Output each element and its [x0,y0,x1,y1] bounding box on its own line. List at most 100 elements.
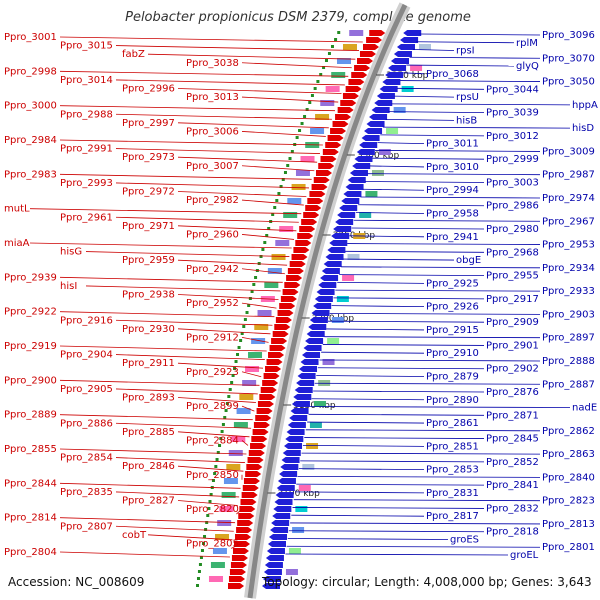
reverse-gene [277,478,296,484]
right-gene-label: Ppro_3039 [486,108,539,119]
label-leader [177,122,329,129]
right-gene-label: Ppro_3011 [426,139,479,150]
forward-gene [265,366,282,372]
left-gene-label: Ppro_2885 [122,427,175,438]
left-gene-label: Ppro_2846 [122,461,175,472]
left-gene-label: Ppro_2938 [122,290,175,301]
label-leader [241,165,315,172]
gc-dot [209,493,213,496]
right-gene-label: hppA [572,100,598,111]
forward-gene [256,408,273,414]
right-gene-label: rpsI [456,46,475,57]
left-gene-label: Ppro_2961 [60,212,113,223]
gene-category-block [292,527,305,533]
reverse-gene [400,37,419,43]
left-gene-label: Ppro_2855 [4,444,57,455]
right-gene-label: Ppro_2934 [542,263,595,274]
left-gene-label: Ppro_2996 [122,84,175,95]
gene-category-block [313,401,326,407]
label-leader [241,62,352,69]
gc-dot [198,563,202,566]
forward-gene [239,506,256,512]
left-gene-label: Ppro_2854 [60,453,113,464]
label-leader [85,251,290,257]
gene-category-block [331,72,346,78]
label-leader [288,530,485,533]
reverse-gene [269,534,288,540]
gc-dot [288,157,292,160]
label-leader [59,173,312,180]
gc-dot [290,150,294,153]
reverse-gene [359,142,378,148]
left-gene-label: Ppro_2991 [60,144,113,155]
label-leader [329,313,541,315]
forward-gene [232,548,249,554]
label-leader [59,414,253,421]
gene-category-block [267,268,282,274]
label-leader [300,460,485,463]
gene-category-block [295,170,310,176]
gc-dot [239,339,243,342]
right-gene-label: groES [450,534,479,545]
gene-features [196,30,431,589]
label-leader [241,234,295,240]
reverse-gene [282,450,301,456]
gc-dot [286,164,290,167]
forward-gene [253,422,270,428]
gene-category-block [208,576,223,582]
forward-gene [229,569,246,575]
reverse-gene [314,296,333,302]
left-gene-label: miaA [4,238,30,249]
gc-dot [310,94,314,97]
right-gene-label: Ppro_2879 [426,371,479,382]
label-leader [403,72,425,75]
forward-gene [359,51,376,57]
gc-dot [313,87,317,90]
right-gene-label: Ppro_2909 [486,317,539,328]
gene-category-block [291,184,306,190]
label-leader [302,444,425,447]
label-leader [305,429,541,432]
reverse-gene [335,219,354,225]
label-leader [241,131,326,137]
label-leader [412,49,455,51]
gene-category-block [336,296,349,302]
gene-category-block [217,520,232,526]
reverse-gene [262,583,281,589]
gc-dot [275,199,279,202]
label-leader [316,375,425,377]
gene-category-block [251,338,266,344]
right-gene-label: Ppro_2987 [542,170,595,181]
right-gene-label: Ppro_2901 [486,340,539,351]
forward-gene [327,135,344,141]
label-leader [59,448,247,455]
label-leader [377,142,425,145]
label-leader [115,148,320,154]
forward-gene [280,296,297,302]
left-gene-label: Ppro_3014 [60,75,113,86]
forward-gene [231,555,248,561]
label-leader [115,79,345,86]
forward-gene [262,380,279,386]
forward-gene [286,275,303,281]
right-gene-label: Ppro_2897 [542,333,595,344]
forward-gene [342,93,359,99]
gene-category-block [418,44,431,50]
reverse-gene [290,408,309,414]
label-leader [115,45,360,51]
gc-dot [265,234,269,237]
right-gene-label: Ppro_3068 [426,69,479,80]
right-gene-label: Ppro_2980 [486,224,539,235]
gc-dot [247,304,251,307]
gc-dot [254,276,258,279]
left-gene-label: Ppro_2972 [122,187,175,198]
label-leader [296,483,485,486]
gene-category-block [279,226,294,232]
gc-dot [228,388,232,391]
reverse-gene [287,422,306,428]
left-gene-label: Ppro_2804 [4,547,57,558]
forward-gene [230,562,247,568]
gc-dot [243,318,247,321]
gc-dot [197,570,201,573]
forward-gene [351,72,368,78]
